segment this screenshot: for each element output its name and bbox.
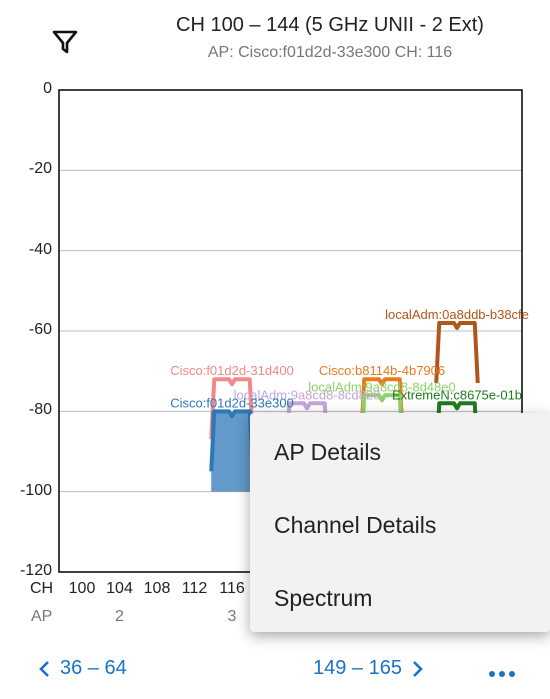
channel-row-label: CH xyxy=(30,580,54,597)
signal-curve[interactable] xyxy=(209,409,255,472)
channel-tick-label: 112 xyxy=(181,580,208,597)
y-tick-label: -40 xyxy=(28,240,52,258)
curve-label: localAdm:9a8cd8-8cd820 xyxy=(234,387,381,402)
more-horizontal-icon xyxy=(489,671,515,677)
y-tick-label: -60 xyxy=(28,321,52,338)
curve-label: ExtremeN:c8675e-01b xyxy=(392,387,522,402)
signal-curve[interactable] xyxy=(359,393,405,456)
page-title: CH 100 – 144 (5 GHz UNII - 2 Ext) xyxy=(176,14,484,36)
ap-count-label: 2 xyxy=(115,608,124,625)
chevron-left-icon xyxy=(39,660,49,677)
y-tick-label: -100 xyxy=(19,481,52,499)
ap-count-label: 3 xyxy=(227,608,237,625)
curve-label: localAdm:0a8ddb-b38cfe xyxy=(385,307,529,322)
more-options-button[interactable] xyxy=(486,664,518,684)
curve-label: Cisco:f01d2d-33e300 xyxy=(170,395,294,410)
next-range-button[interactable]: 149 – 165 xyxy=(313,657,424,680)
page-subtitle: AP: Cisco:f01d2d-33e300 CH: 116 xyxy=(207,44,453,61)
prev-range-button[interactable]: 36 – 64 xyxy=(38,657,127,680)
channel-tick-label: 100 xyxy=(68,580,96,597)
ap-row-label: AP xyxy=(31,608,53,625)
filter-button[interactable] xyxy=(50,24,80,56)
curve-label: Cisco:f01d2d-31d400 xyxy=(170,363,294,378)
signal-curve[interactable] xyxy=(359,377,405,440)
selected-curve-fill xyxy=(211,411,253,492)
channel-tick-label: 104 xyxy=(106,580,133,597)
chevron-right-icon xyxy=(413,660,423,677)
y-tick-label: 0 xyxy=(43,80,52,97)
y-tick-label: -20 xyxy=(28,160,52,178)
prev-range-label: 36 – 64 xyxy=(60,657,127,679)
curve-label: localAdm:9a8cd8-8d48e0 xyxy=(308,379,455,394)
filter-icon xyxy=(52,30,78,54)
signal-curve[interactable] xyxy=(209,377,255,440)
y-tick-label: -120 xyxy=(19,562,52,579)
menu-item-ap-details[interactable]: AP Details xyxy=(274,439,381,465)
context-menu: AP Details Channel Details Spectrum xyxy=(250,413,550,632)
menu-item-spectrum[interactable]: Spectrum xyxy=(274,585,373,611)
channel-tick-label: 116 xyxy=(219,580,245,597)
y-tick-label: -80 xyxy=(28,401,52,419)
signal-curve[interactable] xyxy=(284,401,330,464)
channel-tick-label: 108 xyxy=(143,580,171,597)
menu-item-channel-details[interactable]: Channel Details xyxy=(274,512,437,538)
curve-label: Cisco:b8114b-4b7906 xyxy=(319,363,445,378)
next-range-label: 149 – 165 xyxy=(313,657,402,679)
signal-curve[interactable] xyxy=(434,320,480,384)
signal-curve[interactable] xyxy=(434,401,480,464)
